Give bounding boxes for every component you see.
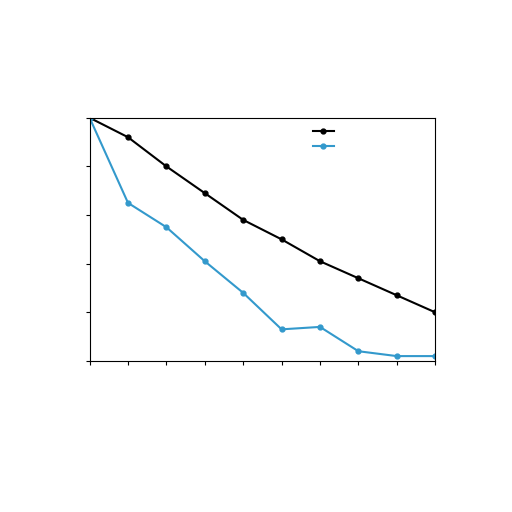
- 綿100%: [125, 134, 131, 140]
- 綿100%: [432, 309, 438, 315]
- コスモトロン®: [355, 348, 361, 354]
- コスモトロン®: [163, 224, 169, 230]
- Line: 綿100%: 綿100%: [87, 115, 438, 315]
- Line: コスモトロン®: コスモトロン®: [87, 115, 438, 358]
- 綿100%: [394, 292, 400, 298]
- コスモトロン®: [317, 324, 323, 330]
- コスモトロン®: [432, 353, 438, 359]
- コスモトロン®: [202, 258, 208, 264]
- 綿100%: [202, 190, 208, 196]
- 綿100%: [163, 163, 169, 169]
- コスモトロン®: [87, 115, 93, 121]
- コスモトロン®: [279, 326, 285, 332]
- コスモトロン®: [240, 290, 246, 296]
- Legend: 綿100%, コスモトロン®: 綿100%, コスモトロン®: [309, 124, 429, 153]
- コスモトロン®: [125, 200, 131, 206]
- コスモトロン®: [394, 353, 400, 359]
- 綿100%: [240, 217, 246, 223]
- 綿100%: [87, 115, 93, 121]
- 綿100%: [355, 275, 361, 282]
- 綿100%: [279, 237, 285, 243]
- 綿100%: [317, 258, 323, 264]
